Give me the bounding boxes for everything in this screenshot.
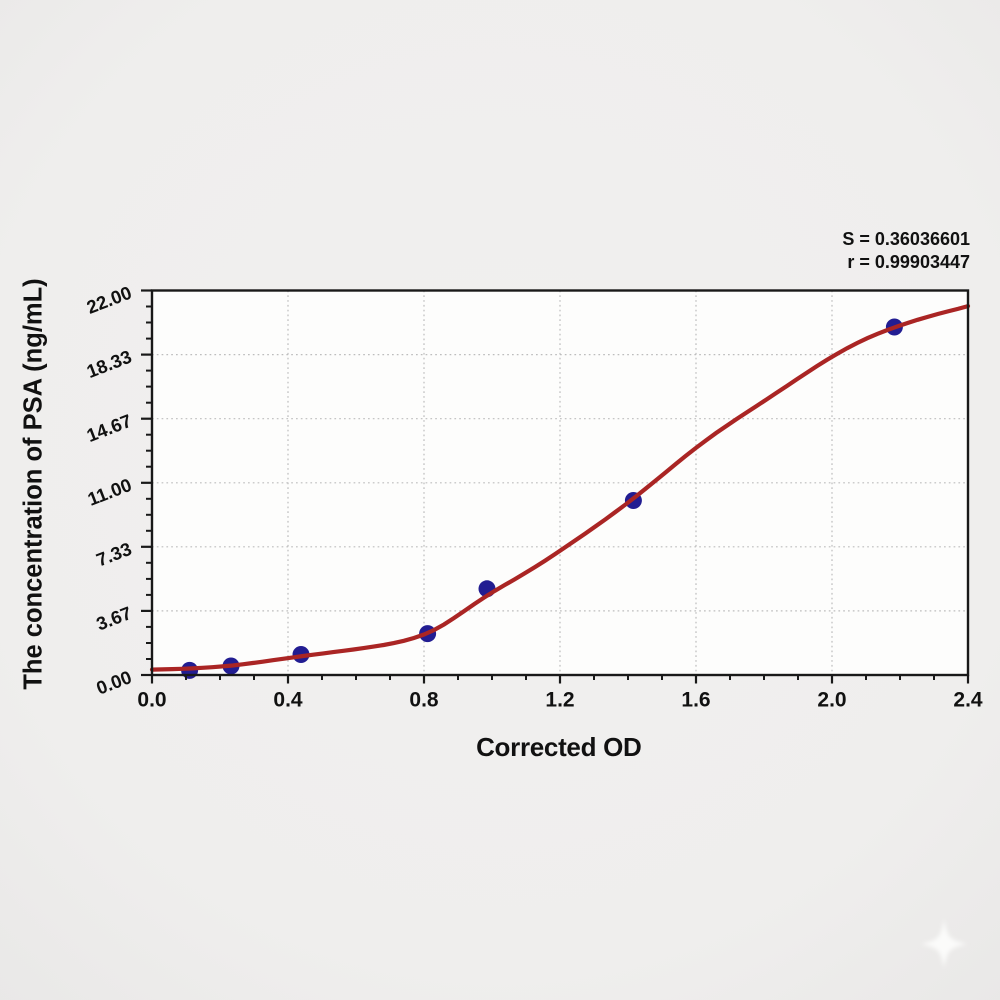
svg-text:1.2: 1.2	[545, 689, 574, 712]
svg-text:r = 0.99903447: r = 0.99903447	[847, 252, 970, 272]
svg-text:1.6: 1.6	[681, 689, 710, 712]
svg-text:0.0: 0.0	[137, 689, 166, 712]
svg-text:0.8: 0.8	[409, 689, 439, 712]
svg-text:Corrected OD: Corrected OD	[476, 732, 641, 762]
svg-text:0.4: 0.4	[273, 689, 303, 712]
svg-text:2.0: 2.0	[817, 689, 846, 712]
svg-text:2.4: 2.4	[953, 689, 983, 712]
svg-text:The concentration of PSA (ng/m: The concentration of PSA (ng/mL)	[20, 278, 48, 689]
svg-text:S = 0.36036601: S = 0.36036601	[842, 229, 970, 249]
